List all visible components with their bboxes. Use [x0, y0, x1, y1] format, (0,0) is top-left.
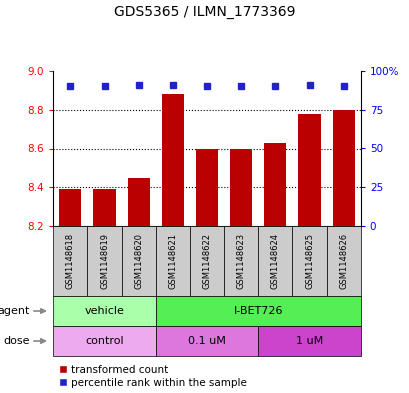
Bar [332, 110, 354, 226]
Bar [155, 326, 258, 356]
Bar [229, 149, 252, 226]
Bar [292, 226, 326, 296]
Text: dose: dose [3, 336, 29, 346]
Bar [59, 189, 81, 226]
Text: control: control [85, 336, 124, 346]
Bar [121, 226, 155, 296]
Text: GSM1148625: GSM1148625 [304, 233, 313, 289]
Bar [326, 226, 360, 296]
Bar [87, 226, 121, 296]
Text: GSM1148624: GSM1148624 [270, 233, 279, 289]
Bar [162, 94, 184, 226]
Bar [298, 114, 320, 226]
Text: GSM1148618: GSM1148618 [66, 233, 75, 289]
Text: GSM1148619: GSM1148619 [100, 233, 109, 289]
Text: vehicle: vehicle [84, 306, 124, 316]
Text: GSM1148622: GSM1148622 [202, 233, 211, 289]
Bar [53, 326, 155, 356]
Text: 1 uM: 1 uM [295, 336, 322, 346]
Text: GSM1148626: GSM1148626 [338, 233, 347, 289]
Legend: transformed count, percentile rank within the sample: transformed count, percentile rank withi… [58, 365, 246, 388]
Text: agent: agent [0, 306, 29, 316]
Text: GSM1148621: GSM1148621 [168, 233, 177, 289]
Text: I-BET726: I-BET726 [233, 306, 282, 316]
Bar [258, 326, 360, 356]
Bar [155, 226, 189, 296]
Bar [196, 149, 218, 226]
Bar [224, 226, 258, 296]
Bar [155, 296, 360, 326]
Text: GSM1148623: GSM1148623 [236, 233, 245, 289]
Bar [127, 178, 149, 226]
Text: GSM1148620: GSM1148620 [134, 233, 143, 289]
Text: GDS5365 / ILMN_1773369: GDS5365 / ILMN_1773369 [114, 5, 295, 19]
Bar [93, 189, 115, 226]
Bar [258, 226, 292, 296]
Bar [189, 226, 224, 296]
Bar [53, 296, 155, 326]
Text: 0.1 uM: 0.1 uM [188, 336, 225, 346]
Bar [53, 226, 87, 296]
Bar [264, 143, 286, 226]
